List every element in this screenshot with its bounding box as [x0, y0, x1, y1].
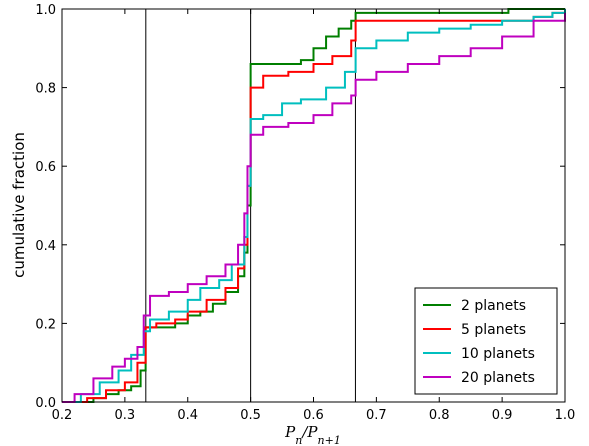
- x-tick-label: 1.0: [555, 408, 576, 423]
- x-tick-label: 0.4: [177, 408, 198, 423]
- x-tick-label: 0.6: [303, 408, 324, 423]
- y-tick-label: 0.4: [35, 239, 56, 254]
- x-label-part: n: [295, 434, 302, 446]
- legend-label: 5 planets: [461, 322, 526, 338]
- x-tick-label: 0.3: [115, 408, 136, 423]
- legend-label: 2 planets: [461, 298, 526, 314]
- x-label-part: P: [306, 423, 318, 441]
- legend-label: 20 planets: [461, 370, 535, 386]
- y-tick-label: 0.2: [35, 317, 56, 332]
- x-label-part: n+1: [318, 434, 341, 446]
- x-tick-label: 0.5: [240, 408, 261, 423]
- y-tick-label: 0.8: [35, 82, 56, 97]
- x-tick-label: 0.9: [492, 408, 513, 423]
- y-tick-label: 1.0: [35, 3, 56, 18]
- y-tick-label: 0.0: [35, 396, 56, 411]
- x-label-part: /: [300, 423, 309, 441]
- x-label-part: P: [284, 423, 296, 441]
- legend-label: 10 planets: [461, 346, 535, 362]
- x-tick-label: 0.2: [52, 408, 73, 423]
- x-tick-label: 0.8: [429, 408, 450, 423]
- y-axis-label: cumulative fraction: [10, 132, 28, 278]
- x-tick-label: 0.7: [366, 408, 387, 423]
- x-axis-label: Pn/Pn+1: [284, 423, 341, 446]
- y-tick-label: 0.6: [35, 160, 56, 175]
- series-line: [62, 12, 566, 403]
- series-line: [74, 8, 565, 403]
